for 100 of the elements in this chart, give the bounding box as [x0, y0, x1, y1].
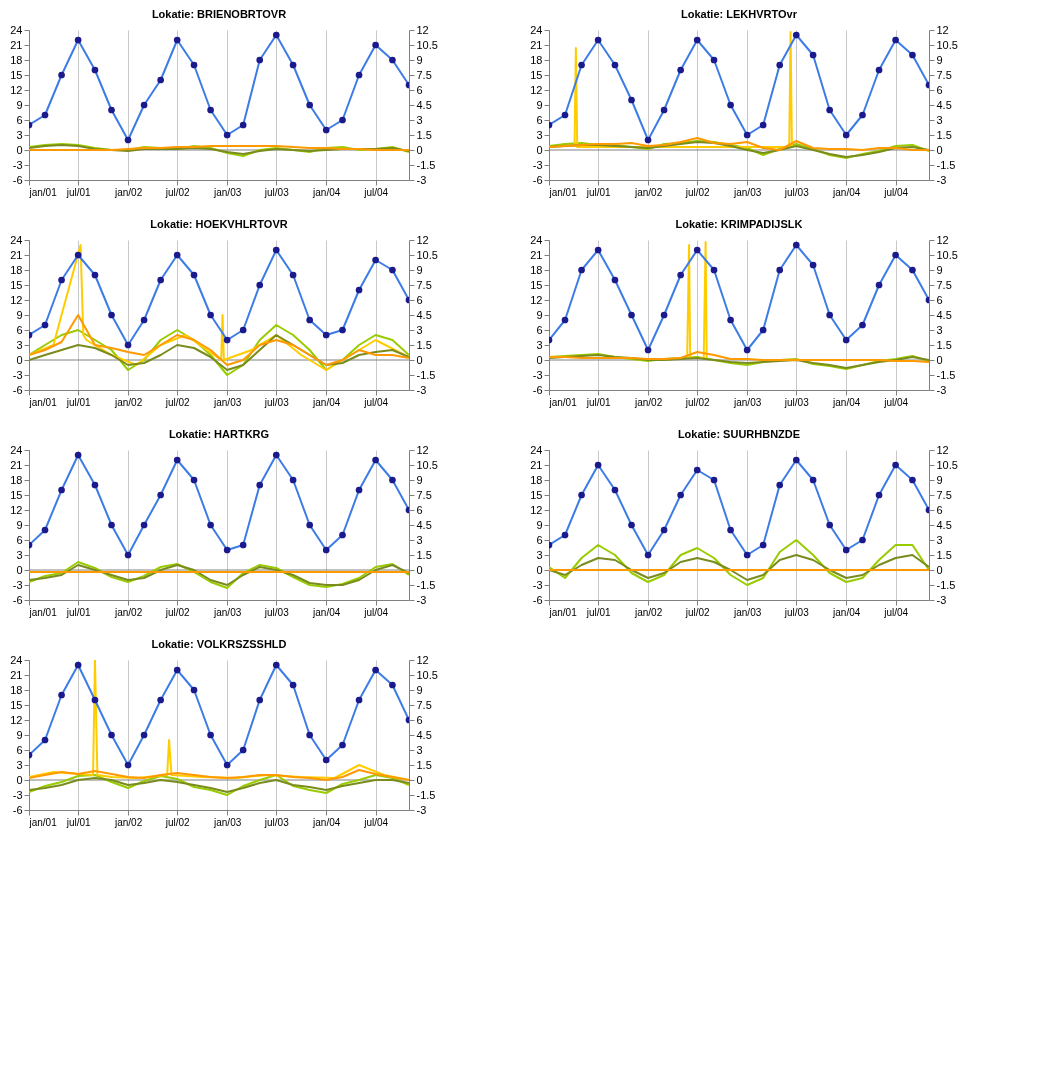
y2-tick-label: 1.5	[416, 128, 432, 141]
y2-tick-label: -3	[936, 593, 947, 606]
y-tick-label: 24	[530, 233, 543, 246]
y2-tick-label: 9	[936, 473, 943, 486]
y2-tick-label: -1.5	[936, 158, 956, 171]
y2-tick-label: 6	[936, 503, 943, 516]
y-tick-label: 18	[530, 473, 543, 486]
x-tick-label: jan/03	[733, 606, 762, 618]
y-tick-label: 6	[536, 323, 543, 336]
x-tick-label: jan/02	[113, 606, 143, 618]
y-tick-label: -3	[532, 158, 543, 171]
y2-tick-label: 0	[936, 143, 943, 156]
y2-tick-label: 4.5	[416, 308, 432, 321]
y-tick-label: 12	[530, 83, 543, 96]
y-tick-label: 21	[530, 248, 543, 261]
y-tick-label: 0	[536, 353, 543, 366]
y2-tick-label: 3	[416, 743, 423, 756]
x-tick-label: jul/03	[263, 186, 290, 198]
y-tick-label: 15	[530, 278, 543, 291]
y2-tick-label: 12	[416, 233, 429, 246]
y2-tick-label: 0	[416, 563, 423, 576]
y2-tick-label: 6	[936, 293, 943, 306]
y2-tick-label: 10.5	[936, 458, 958, 471]
y-tick-label: 3	[536, 338, 543, 351]
y2-tick-label: 9	[416, 473, 423, 486]
y2-tick-label: 9	[936, 53, 943, 66]
y2-tick-label: 9	[936, 263, 943, 276]
y-tick-label: 0	[16, 563, 23, 576]
x-tick-label: jan/04	[312, 606, 341, 618]
x-tick-label: jul/01	[585, 396, 612, 408]
y2-tick-label: 10.5	[936, 38, 958, 51]
y-tick-label: 0	[536, 563, 543, 576]
y-tick-label: -3	[12, 158, 23, 171]
y-tick-label: -6	[12, 173, 23, 186]
y2-tick-label: 0	[936, 563, 943, 576]
x-tick-label: jul/04	[883, 186, 909, 198]
y-tick-label: -3	[12, 578, 23, 591]
y2-tick-label: 3	[936, 323, 943, 336]
y-tick-label: 6	[16, 533, 23, 546]
x-tick-label: jul/01	[585, 606, 612, 618]
y2-tick-label: 0	[416, 773, 423, 786]
y-tick-label: 9	[16, 308, 23, 321]
y-tick-label: 6	[536, 533, 543, 546]
y-tick-label: -6	[12, 593, 23, 606]
y-tick-label: 9	[536, 98, 543, 111]
x-tick-label: jan/01	[28, 816, 58, 828]
y-tick-label: 18	[10, 473, 23, 486]
y-tick-label: 3	[536, 128, 543, 141]
y-tick-label: 6	[16, 323, 23, 336]
x-tick-label: jul/02	[684, 186, 711, 198]
x-tick-label: jul/01	[585, 186, 612, 198]
y-tick-label: 3	[536, 548, 543, 561]
y-tick-label: 21	[530, 38, 543, 51]
y2-tick-label: -3	[936, 173, 947, 186]
y-tick-label: 18	[10, 683, 23, 696]
y2-tick-label: -1.5	[416, 158, 436, 171]
x-tick-label: jan/03	[213, 606, 242, 618]
x-tick-label: jul/02	[164, 606, 191, 618]
y-tick-label: 0	[16, 143, 23, 156]
y-tick-label: 24	[10, 443, 23, 456]
y2-tick-label: 4.5	[936, 518, 952, 531]
y2-tick-label: 1.5	[416, 338, 432, 351]
y-tick-label: -6	[532, 383, 543, 396]
x-tick-label: jul/03	[263, 606, 290, 618]
y2-tick-label: 3	[416, 323, 423, 336]
y-tick-label: 18	[10, 53, 23, 66]
chart-title: Lokatie: VOLKRSZSSHLD	[151, 638, 287, 650]
y2-tick-label: -3	[416, 383, 427, 396]
y-tick-label: 24	[530, 443, 543, 456]
y2-tick-label: -3	[416, 593, 427, 606]
x-tick-label: jan/01	[28, 606, 58, 618]
y-tick-label: -6	[532, 173, 543, 186]
y2-tick-label: 7.5	[936, 278, 952, 291]
y2-tick-label: 10.5	[416, 458, 438, 471]
x-tick-label: jan/03	[213, 186, 242, 198]
x-tick-label: jan/02	[633, 396, 663, 408]
y2-tick-label: -1.5	[416, 788, 436, 801]
y2-tick-label: 10.5	[416, 38, 438, 51]
y-tick-label: 24	[10, 653, 23, 666]
y-tick-label: 6	[536, 113, 543, 126]
y-tick-label: 12	[10, 503, 23, 516]
x-tick-label: jul/02	[164, 396, 191, 408]
x-tick-label: jul/04	[363, 186, 389, 198]
y-tick-label: 18	[10, 263, 23, 276]
y-tick-label: 12	[10, 293, 23, 306]
x-tick-label: jul/03	[783, 606, 810, 618]
x-tick-label: jan/01	[548, 396, 578, 408]
y-tick-label: 0	[16, 353, 23, 366]
x-tick-label: jul/04	[363, 816, 389, 828]
x-tick-label: jan/04	[312, 186, 341, 198]
y-tick-label: -3	[12, 788, 23, 801]
y2-tick-label: 12	[416, 443, 429, 456]
y-tick-label: 3	[16, 128, 23, 141]
x-tick-label: jul/01	[65, 186, 92, 198]
chart-title: Lokatie: HOEKVHLRTOVR	[150, 218, 288, 230]
y2-tick-label: 7.5	[416, 68, 432, 81]
x-tick-label: jul/03	[263, 816, 290, 828]
x-tick-label: jul/02	[164, 816, 191, 828]
y2-tick-label: 0	[936, 353, 943, 366]
y2-tick-label: 3	[936, 533, 943, 546]
